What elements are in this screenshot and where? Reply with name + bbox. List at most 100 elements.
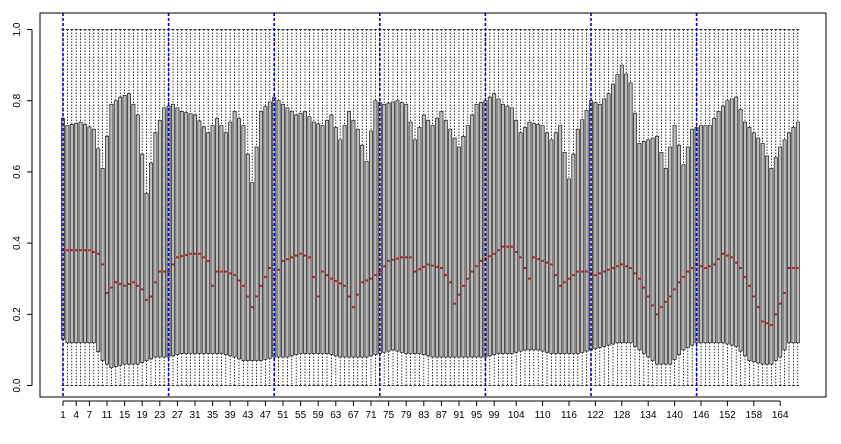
x-tick-label: 15 [119,410,131,421]
box [188,113,193,354]
box [351,119,356,358]
box [795,121,800,344]
box [395,100,400,352]
box [707,125,712,344]
box [518,132,523,352]
box [461,135,466,358]
box [96,148,101,353]
box [773,157,778,361]
x-tick-label: 110 [535,410,551,421]
box [175,107,180,355]
box [276,100,281,358]
box [641,141,646,354]
box [553,132,558,354]
box [131,103,136,365]
box [307,116,312,354]
box [65,125,70,344]
box [650,137,655,361]
box [245,153,250,361]
box [408,121,413,354]
box [294,114,299,355]
box [549,139,554,354]
box [83,124,87,344]
box [690,128,695,346]
box [712,118,717,344]
vline-layer [62,13,698,397]
box [659,151,664,365]
box [628,82,633,344]
box [540,125,545,352]
box [435,118,439,358]
x-tick-label: 31 [189,410,201,421]
x-tick-label: 63 [330,410,342,421]
box [443,119,448,358]
box [465,125,470,358]
x-tick-label: 122 [587,410,604,421]
y-axis: 0.0 0.2 0.4 0.6 0.8 1.0 [12,22,33,392]
box [558,125,563,354]
box [272,96,277,358]
box [725,100,730,345]
box [685,146,690,348]
median-layer [61,245,800,326]
box [681,164,686,351]
y-tick-label: 0.6 [12,165,23,179]
y-tick-label: 0.0 [12,378,23,392]
box [562,151,567,354]
box [787,132,791,344]
x-tick-label: 164 [772,410,789,421]
box [747,127,752,361]
x-tick-label: 67 [348,410,360,421]
box [611,83,615,345]
box [571,153,576,354]
x-tick-label: 27 [172,410,184,421]
box [619,64,624,344]
box [531,122,536,351]
box [347,111,351,358]
box [91,128,96,344]
x-tick-label: 71 [365,410,377,421]
box [523,127,527,351]
box [281,103,285,358]
box [342,125,347,358]
box [703,125,708,344]
x-tick-label: 128 [613,410,630,421]
box [575,128,580,354]
box [430,125,435,358]
box [113,100,118,367]
box [355,128,360,358]
box [439,111,444,358]
box [149,162,153,360]
box-layer [61,64,800,369]
box [527,121,532,351]
box [633,112,637,347]
box [157,119,162,358]
box [492,93,497,355]
box [386,102,391,352]
x-tick-label: 104 [508,410,525,421]
box [580,119,585,353]
box [457,146,461,358]
box [166,105,171,358]
box [228,121,233,357]
box [677,144,681,355]
x-tick-label: 87 [436,410,448,421]
y-tick-label: 0.4 [12,236,23,250]
box [756,137,761,364]
x-tick-label: 79 [401,410,413,421]
box [74,122,79,344]
box [109,103,114,369]
plot-frame [39,12,827,398]
box [193,114,197,354]
box [474,103,479,358]
box [105,135,109,365]
x-tick-label: 83 [418,410,430,421]
box [259,111,263,361]
box [514,119,519,353]
box [118,96,123,366]
box [606,93,611,346]
box [716,111,721,344]
box [373,100,378,355]
